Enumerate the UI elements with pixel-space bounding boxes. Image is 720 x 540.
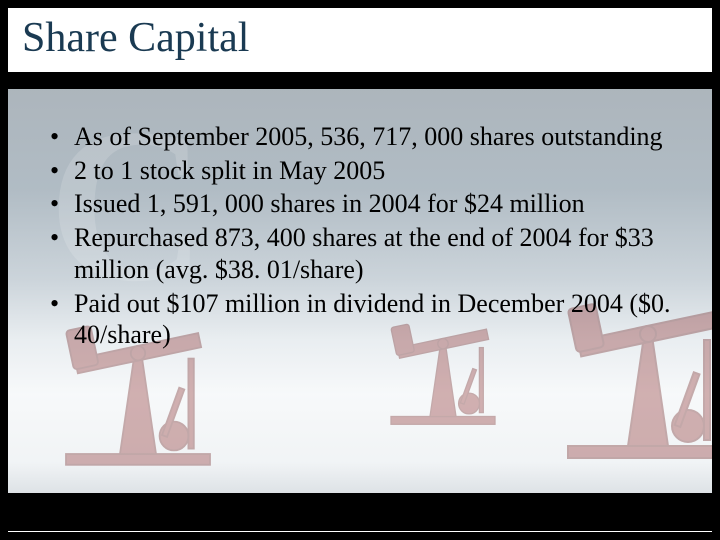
bullet-list: As of September 2005, 536, 717, 000 shar… xyxy=(48,121,672,351)
content-area: As of September 2005, 536, 717, 000 shar… xyxy=(8,75,712,373)
bullet-text: Paid out $107 million in dividend in Dec… xyxy=(74,289,670,350)
bullet-text: As of September 2005, 536, 717, 000 shar… xyxy=(74,122,663,151)
slide-frame: Share Capital C xyxy=(6,6,714,534)
list-item: Paid out $107 million in dividend in Dec… xyxy=(48,288,672,351)
bullet-text: Repurchased 873, 400 shares at the end o… xyxy=(74,223,654,284)
bottom-dark-band xyxy=(8,493,712,531)
title-region: Share Capital xyxy=(8,8,712,75)
body-region: C xyxy=(8,75,712,531)
slide: Share Capital C xyxy=(0,0,720,540)
list-item: As of September 2005, 536, 717, 000 shar… xyxy=(48,121,672,153)
slide-title: Share Capital xyxy=(22,14,698,62)
bullet-text: 2 to 1 stock split in May 2005 xyxy=(74,156,385,185)
bullet-text: Issued 1, 591, 000 shares in 2004 for $2… xyxy=(74,189,585,218)
list-item: Repurchased 873, 400 shares at the end o… xyxy=(48,222,672,285)
list-item: Issued 1, 591, 000 shares in 2004 for $2… xyxy=(48,188,672,220)
list-item: 2 to 1 stock split in May 2005 xyxy=(48,155,672,187)
